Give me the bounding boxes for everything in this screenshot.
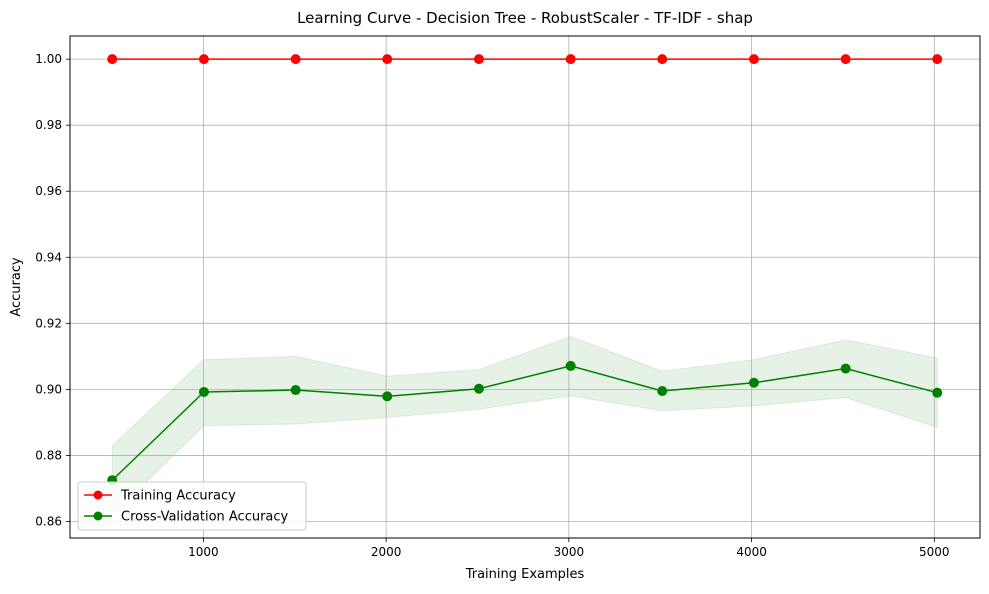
y-tick-label-7: 1.00 [35, 52, 62, 66]
series-layer [107, 54, 943, 486]
series-1-point-3 [382, 391, 393, 402]
y-tick-label-1: 0.88 [35, 448, 62, 462]
series-1-point-2 [290, 385, 301, 396]
confidence-band-1 [111, 336, 938, 517]
y-tick-label-0: 0.86 [35, 514, 62, 528]
legend-marker-1 [93, 511, 103, 521]
x-axis-label: Training Examples [465, 567, 585, 582]
y-tick-label-3: 0.92 [35, 316, 62, 330]
legend: Training Accuracy Cross-Validation Accura… [77, 481, 307, 531]
series-1-point-8 [840, 363, 851, 374]
x-tick-label-3: 4000 [736, 545, 767, 559]
series-0-point-0 [107, 54, 118, 65]
series-0-point-4 [473, 54, 484, 65]
series-0-point-7 [748, 54, 759, 65]
series-1-point-1 [198, 387, 209, 398]
series-0-point-1 [198, 54, 209, 65]
legend-box [77, 481, 307, 531]
series-0-point-3 [382, 54, 393, 65]
series-1-point-4 [473, 383, 484, 394]
x-tick-label-0: 1000 [188, 545, 219, 559]
y-axis-label: Accuracy [9, 257, 24, 317]
y-tick-label-2: 0.90 [35, 382, 62, 396]
series-1-point-5 [565, 360, 576, 371]
series-0-point-8 [840, 54, 851, 65]
x-tick-label-1: 2000 [371, 545, 402, 559]
x-tick-label-2: 3000 [554, 545, 585, 559]
y-tick-label-4: 0.94 [35, 250, 62, 264]
legend-label-1: Cross-Validation Accuracy [121, 510, 289, 525]
y-tick-label-6: 0.98 [35, 118, 62, 132]
series-0-point-5 [565, 54, 576, 65]
series-0-point-2 [290, 54, 301, 65]
axis-ticks: 1000 2000 3000 4000 5000 0.86 0.88 0.90 0.92 0.94… [35, 52, 949, 559]
x-tick-label-4: 5000 [919, 545, 950, 559]
series-line-1 [111, 365, 938, 481]
y-tick-label-5: 0.96 [35, 184, 62, 198]
series-1-point-6 [657, 386, 668, 397]
chart-title: Learning Curve - Decision Tree - RobustS… [297, 9, 753, 27]
legend-marker-0 [93, 490, 103, 500]
series-0-point-9 [932, 54, 943, 65]
legend-label-0: Training Accuracy [120, 489, 236, 504]
series-1-point-7 [748, 377, 759, 388]
series-0-point-6 [657, 54, 668, 65]
series-1-point-9 [932, 387, 943, 398]
plot-frame [69, 35, 981, 539]
